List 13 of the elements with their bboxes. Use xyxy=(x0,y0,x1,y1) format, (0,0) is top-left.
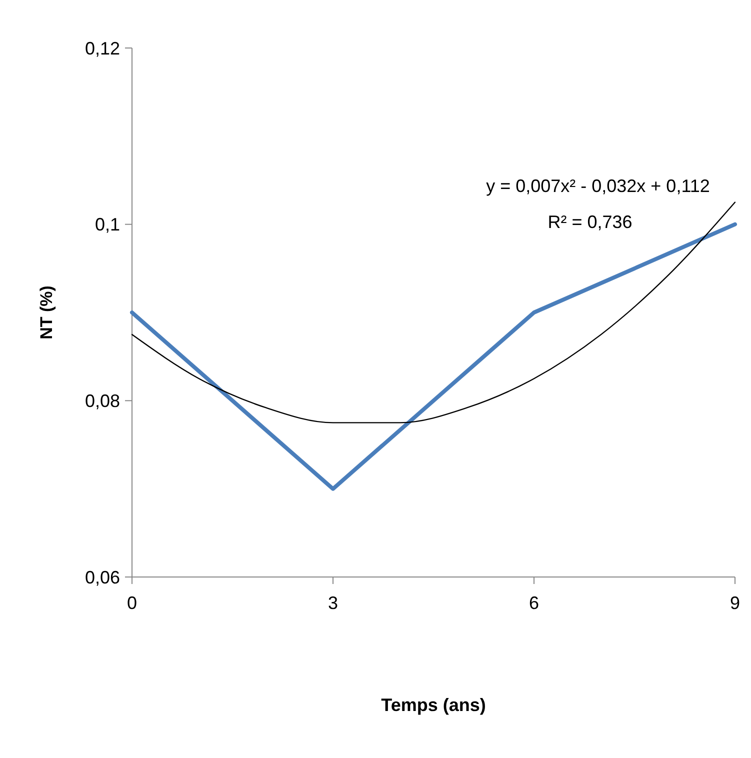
x-tick-label: 0 xyxy=(126,593,138,613)
x-tick-label: 6 xyxy=(528,593,540,613)
y-tick-label: 0,1 xyxy=(94,214,120,235)
y-tick-label: 0,12 xyxy=(84,38,120,58)
annotation: y = 0,007x² - 0,032x + 0,112 xyxy=(486,176,710,196)
x-tick-label: 3 xyxy=(328,593,338,613)
y-axis-title: NT (%) xyxy=(37,286,56,340)
annotation: R² = 0,736 xyxy=(548,212,632,232)
x-axis-title: Temps (ans) xyxy=(381,695,486,715)
y-tick-label: 0,06 xyxy=(84,567,120,588)
line-series xyxy=(131,202,736,424)
x-tick-label: 9 xyxy=(730,593,740,613)
y-tick-label: 0,08 xyxy=(84,390,120,411)
